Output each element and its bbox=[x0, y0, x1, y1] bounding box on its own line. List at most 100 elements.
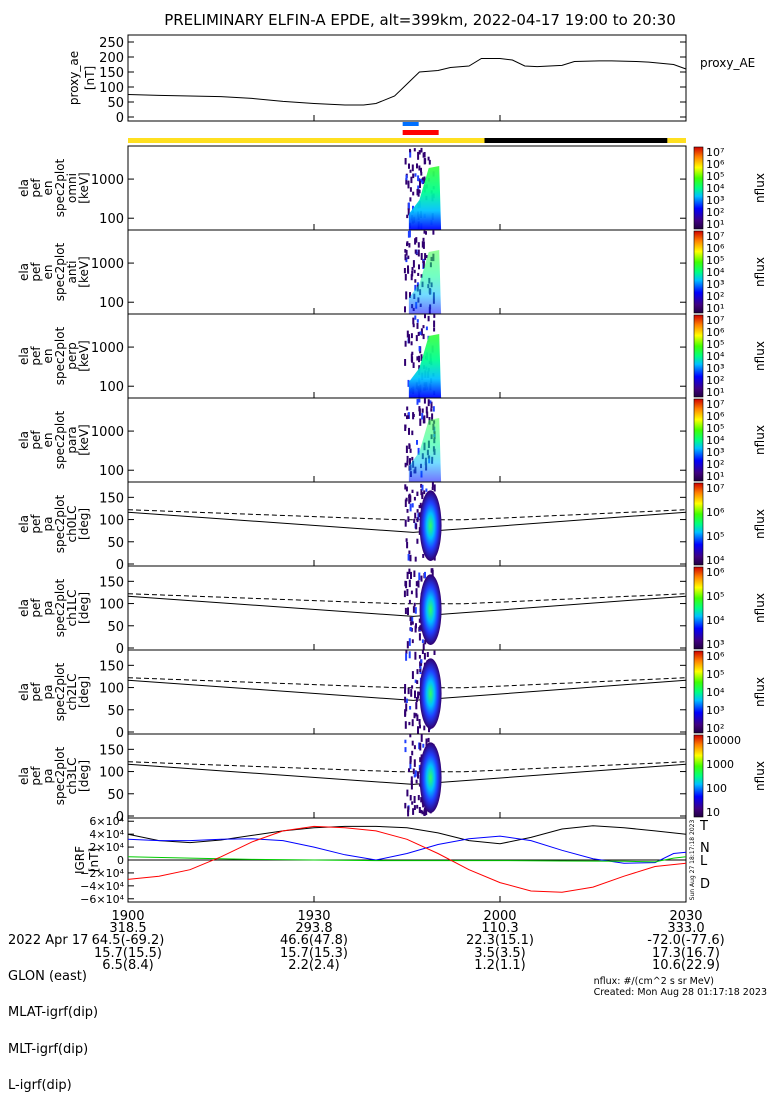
ela_pef_pa_spec2plot_ch1LC-speckle bbox=[418, 572, 421, 581]
ela_pef_pa_spec2plot_ch2LC-ylabel: [deg] bbox=[77, 676, 91, 708]
ela_pef_en_spec2plot_omni-ylabel: pef bbox=[29, 178, 43, 198]
ela_pef_pa_spec2plot_ch0LC-colorbar-tick: 10⁵ bbox=[706, 530, 724, 543]
ela_pef_en_spec2plot_para-speckle bbox=[429, 400, 432, 404]
ela_pef_en_spec2plot_para-colorbar-tick: 10² bbox=[706, 458, 724, 471]
ela_pef_pa_spec2plot_ch0LC-speckle bbox=[405, 538, 408, 542]
ela_pef_pa_spec2plot_ch1LC-speckle bbox=[410, 621, 413, 626]
ela_pef_pa_spec2plot_ch2LC-speckle bbox=[433, 650, 436, 655]
elfin-summary-plot: PRELIMINARY ELFIN-A EPDE, alt=399km, 202… bbox=[17, 11, 767, 906]
ela_pef_en_spec2plot_omni-colorbar-tick: 10³ bbox=[706, 194, 724, 207]
ela_pef_en_spec2plot_anti-speckle bbox=[417, 249, 420, 257]
ela_pef_pa_spec2plot_ch0LC-tick-label: 150 bbox=[99, 491, 124, 506]
ela_pef_pa_spec2plot_ch0LC-speckle bbox=[416, 538, 419, 544]
xaxis-tick-column: 2000 110.3 22.3(15.1) 3.5(3.5) 1.2(1.1) bbox=[440, 910, 560, 972]
ela_pef_pa_spec2plot_ch1LC-speckle bbox=[410, 590, 413, 595]
ela_pef_pa_spec2plot_ch3LC-speckle bbox=[417, 795, 420, 801]
ela_pef_en_spec2plot_omni-speckle bbox=[420, 171, 423, 176]
ela_pef_en_spec2plot_perp-speckle bbox=[410, 341, 413, 346]
ela_pef_en_spec2plot_perp-speckle bbox=[416, 356, 419, 361]
igrf-tick-label: 2×10⁴ bbox=[89, 841, 124, 854]
ela_pef_en_spec2plot_para-speckle bbox=[421, 412, 424, 420]
ela_pef_en_spec2plot_omni-speckle bbox=[420, 167, 422, 173]
ela_pef_en_spec2plot_anti-speckle bbox=[404, 254, 407, 261]
ela_pef_en_spec2plot_anti-colorbar-tick: 10⁵ bbox=[706, 254, 724, 267]
ela_pef_en_spec2plot_anti-speckle bbox=[405, 250, 408, 256]
ela_pef_en_spec2plot_anti-ylabel: anti bbox=[65, 261, 79, 284]
ela_pef_pa_spec2plot_ch3LC-speckle bbox=[422, 743, 425, 748]
ela_pef_pa_spec2plot_ch1LC-speckle bbox=[415, 588, 418, 596]
ela_pef_en_spec2plot_perp-speckle bbox=[411, 351, 414, 355]
ela_pef_en_spec2plot_anti-ylabel: [keV] bbox=[77, 256, 91, 287]
ela_pef_pa_spec2plot_ch0LC-speckle bbox=[408, 498, 411, 504]
ela_pef_en_spec2plot_para-speckle bbox=[430, 408, 433, 412]
ela_pef_en_spec2plot_omni-speckle bbox=[419, 180, 421, 188]
ela_pef_pa_spec2plot_ch2LC-speckle bbox=[405, 698, 408, 703]
ela_pef_pa_spec2plot_ch3LC-speckle bbox=[409, 734, 412, 738]
ela_pef_en_spec2plot_omni-ylabel: [keV] bbox=[77, 172, 91, 203]
xaxis-label-glon: GLON (east) bbox=[8, 969, 87, 985]
ela_pef_pa_spec2plot_ch0LC-ylabel: spec2plot bbox=[53, 494, 67, 553]
proxy-ae-tick-label: 100 bbox=[99, 81, 124, 96]
ela_pef_pa_spec2plot_ch2LC-colorbar-label: nflux bbox=[753, 677, 767, 707]
ela_pef_en_spec2plot_perp-colorbar-tick: 10⁴ bbox=[706, 350, 725, 363]
ela_pef_pa_spec2plot_ch1LC-speckle bbox=[413, 602, 416, 607]
ela_pef_pa_spec2plot_ch3LC-speckle bbox=[413, 759, 416, 767]
ela_pef_en_spec2plot_omni-flux-core bbox=[408, 166, 442, 230]
proxy-ae-ylabel: proxy_ae bbox=[67, 51, 81, 105]
ela_pef_en_spec2plot_omni-speckle bbox=[409, 187, 412, 192]
ela_pef_pa_spec2plot_ch0LC-speckle bbox=[419, 502, 422, 509]
ela_pef_en_spec2plot_para-speckle bbox=[408, 444, 411, 449]
ela_pef_pa_spec2plot_ch1LC-speckle bbox=[414, 607, 417, 614]
ela_pef_pa_spec2plot_ch3LC-tick-label: 100 bbox=[99, 766, 124, 781]
ela_pef_pa_spec2plot_ch2LC-speckle bbox=[419, 724, 421, 729]
ela_pef_en_spec2plot_anti-speckle bbox=[408, 243, 411, 248]
ela_pef_en_spec2plot_para-speckle bbox=[425, 406, 428, 414]
ela_pef_en_spec2plot_para-speckle bbox=[423, 398, 426, 404]
ela_pef_en_spec2plot_para-colorbar-tick: 10³ bbox=[706, 446, 724, 459]
ela_pef_en_spec2plot_omni-speckle bbox=[404, 158, 407, 165]
ela_pef_pa_spec2plot_ch1LC-speckle bbox=[412, 606, 415, 613]
ela_pef_en_spec2plot_perp-speckle bbox=[418, 346, 421, 352]
ela_pef_en_spec2plot_anti-speckle bbox=[412, 260, 415, 268]
ela_pef_pa_spec2plot_ch2LC-speckle bbox=[415, 697, 418, 703]
ela_pef_en_spec2plot_perp-frame bbox=[127, 313, 687, 399]
ela_pef_en_spec2plot_omni-colorbar-tick: 10⁶ bbox=[706, 158, 725, 171]
ela_pef_pa_spec2plot_ch1LC-speckle bbox=[418, 618, 421, 623]
xaxis-tick-time: 1900 bbox=[111, 909, 145, 924]
igrf-series-D bbox=[127, 825, 687, 893]
ela_pef_pa_spec2plot_ch2LC-speckle bbox=[407, 688, 410, 695]
ela_pef_pa_spec2plot_ch2LC-colorbar-tick: 10² bbox=[706, 722, 724, 735]
ela_pef_pa_spec2plot_ch0LC-colorbar-label: nflux bbox=[753, 509, 767, 539]
ela_pef_pa_spec2plot_ch1LC-losscone-dashed bbox=[127, 593, 687, 605]
ela_pef_pa_spec2plot_ch0LC-ylabel: ela bbox=[17, 515, 31, 533]
ela_pef_pa_spec2plot_ch2LC-speckle bbox=[410, 689, 413, 697]
ela_pef_pa_spec2plot_ch2LC-flux-core bbox=[419, 658, 442, 729]
xaxis-tick-mlat: -72.0(-77.6) bbox=[647, 933, 725, 949]
ela_pef_pa_spec2plot_ch2LC-speckle bbox=[415, 702, 418, 710]
ela_pef_pa_spec2plot_ch3LC-colorbar-tick: 100 bbox=[706, 782, 727, 795]
ela_pef_pa_spec2plot_ch2LC-speckle bbox=[416, 714, 419, 721]
ela_pef_pa_spec2plot_ch2LC-speckle bbox=[417, 695, 419, 699]
ela_pef_en_spec2plot_anti-speckle bbox=[414, 284, 417, 291]
ela_pef_pa_spec2plot_ch3LC-speckle bbox=[423, 812, 426, 816]
ela_pef_pa_spec2plot_ch3LC-speckle bbox=[404, 747, 407, 753]
ela_pef_en_spec2plot_omni-tick-label: 100 bbox=[99, 212, 124, 227]
ela_pef_en_spec2plot_anti-speckle bbox=[422, 237, 425, 242]
ela_pef_pa_spec2plot_ch0LC-speckle bbox=[421, 484, 424, 491]
xaxis-tick-mlat: 22.3(15.1) bbox=[465, 933, 535, 949]
ela_pef_pa_spec2plot_ch3LC-speckle bbox=[406, 789, 409, 797]
ela_pef_en_spec2plot_omni-speckle bbox=[408, 163, 410, 169]
ela_pef_pa_spec2plot_ch3LC-speckle bbox=[409, 756, 412, 763]
xaxis-tick-column: 1930 293.8 46.6(47.8) 15.7(15.3) 2.2(2.4) bbox=[254, 910, 374, 972]
xaxis-tick-mlat: 46.6(47.8) bbox=[279, 933, 349, 949]
ela_pef_pa_spec2plot_ch2LC-speckle bbox=[404, 684, 407, 690]
ela_pef_en_spec2plot_anti-speckle bbox=[404, 306, 406, 313]
ela_pef_en_spec2plot_para-flux-core bbox=[408, 418, 442, 482]
igrf-tick-label: 4×10⁴ bbox=[89, 828, 124, 841]
ela_pef_pa_spec2plot_ch0LC-speckle bbox=[406, 542, 409, 549]
ela_pef_pa_spec2plot_ch2LC-speckle bbox=[411, 719, 414, 727]
ela_pef_en_spec2plot_omni-speckle bbox=[413, 148, 416, 152]
proxy-ae-legend: proxy_AE bbox=[700, 56, 755, 70]
igrf-tick-label: −4×10⁴ bbox=[80, 880, 124, 893]
ela_pef_en_spec2plot_anti-speckle bbox=[414, 249, 417, 254]
